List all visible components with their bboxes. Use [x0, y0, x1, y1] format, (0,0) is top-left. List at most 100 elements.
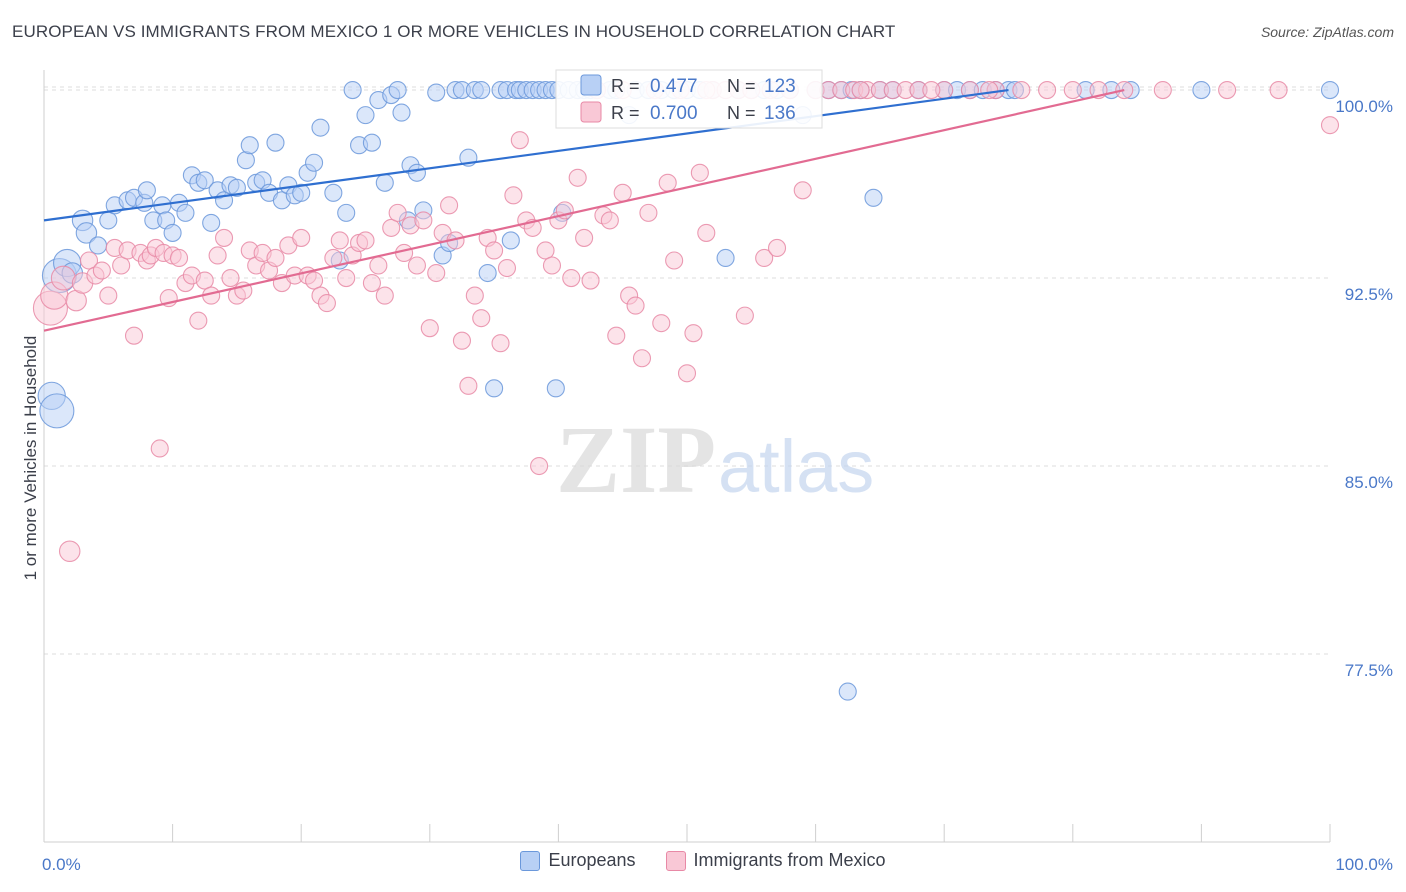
point-mexico — [510, 131, 529, 150]
stats-r-label: R = — [611, 76, 640, 96]
point-mexico — [922, 81, 941, 100]
point-mexico — [562, 268, 581, 288]
stats-n-label: N = — [727, 76, 756, 96]
point-europeans — [99, 211, 118, 230]
point-europeans — [716, 248, 735, 268]
stats-n-label: N = — [727, 103, 756, 123]
point-mexico — [427, 263, 446, 283]
y-tick-label: 100.0% — [1335, 97, 1393, 116]
point-mexico — [195, 271, 214, 290]
watermark-zip: ZIP — [556, 406, 716, 513]
point-mexico — [735, 306, 754, 325]
point-mexico — [382, 218, 401, 237]
point-mexico — [793, 181, 812, 200]
point-mexico — [1153, 81, 1172, 100]
point-mexico — [305, 271, 324, 290]
point-mexico — [684, 324, 703, 343]
x-tick-label-start: 0.0% — [42, 855, 81, 874]
point-mexico — [221, 268, 240, 288]
point-mexico — [50, 265, 76, 291]
point-europeans — [137, 181, 156, 200]
point-mexico — [266, 248, 285, 268]
legend-item-mexico[interactable]: Immigrants from Mexico — [665, 850, 886, 871]
watermark-atlas: atlas — [718, 425, 874, 508]
point-mexico — [491, 334, 510, 353]
point-mexico — [542, 256, 562, 275]
point-europeans — [838, 682, 857, 701]
point-mexico — [658, 173, 677, 192]
point-mexico — [292, 228, 311, 247]
point-europeans — [292, 183, 311, 202]
point-europeans — [240, 136, 259, 155]
point-mexico — [504, 186, 523, 205]
point-mexico — [755, 248, 774, 268]
point-mexico — [440, 196, 459, 215]
point-europeans — [39, 393, 75, 429]
legend-label-mexico: Immigrants from Mexico — [693, 850, 886, 870]
point-mexico — [92, 261, 111, 280]
point-mexico — [677, 364, 697, 383]
point-mexico — [150, 439, 169, 458]
point-europeans — [311, 118, 330, 137]
point-mexico — [690, 163, 709, 182]
point-mexico — [420, 319, 439, 338]
point-mexico — [330, 231, 349, 250]
point-mexico — [652, 314, 671, 333]
point-mexico — [1218, 81, 1237, 100]
legend-item-europeans[interactable]: Europeans — [520, 850, 636, 871]
point-europeans — [501, 231, 520, 250]
point-mexico — [317, 294, 336, 313]
point-mexico — [1269, 81, 1288, 100]
point-europeans — [392, 103, 411, 122]
point-mexico — [472, 309, 491, 328]
point-europeans — [202, 213, 221, 232]
point-mexico — [452, 331, 472, 350]
point-europeans — [343, 81, 362, 100]
stats-swatch-blue — [580, 74, 602, 96]
point-mexico — [530, 456, 549, 476]
point-mexico — [189, 311, 208, 330]
stats-r-value-blue: 0.477 — [650, 76, 698, 97]
point-mexico — [632, 349, 652, 368]
point-mexico — [1063, 81, 1082, 100]
point-europeans — [407, 163, 426, 182]
point-mexico — [613, 183, 632, 202]
point-mexico — [79, 251, 99, 270]
point-mexico — [169, 248, 189, 268]
point-europeans — [375, 173, 394, 192]
stats-r-label: R = — [611, 103, 640, 123]
x-tick-label-end: 100.0% — [1335, 855, 1393, 874]
point-europeans — [176, 203, 195, 222]
point-mexico — [414, 211, 433, 230]
point-mexico — [388, 203, 407, 222]
y-tick-label: 92.5% — [1345, 285, 1393, 304]
point-mexico — [568, 168, 587, 187]
point-mexico — [626, 296, 645, 315]
point-europeans — [864, 188, 883, 207]
point-mexico — [639, 203, 658, 222]
point-mexico — [362, 274, 381, 293]
point-mexico — [214, 228, 234, 247]
point-mexico — [536, 241, 555, 260]
bottom-legend: Europeans Immigrants from Mexico — [0, 850, 1406, 871]
point-europeans — [324, 183, 343, 202]
legend-swatch-blue — [520, 850, 541, 871]
stats-swatch-pink — [580, 101, 602, 123]
point-europeans — [236, 151, 255, 170]
point-mexico — [407, 256, 426, 275]
point-mexico — [497, 258, 517, 278]
point-europeans — [305, 153, 324, 172]
point-europeans — [472, 81, 491, 100]
point-mexico — [767, 238, 787, 258]
point-mexico — [980, 81, 999, 100]
stats-n-value-blue: 123 — [764, 76, 796, 97]
point-europeans — [478, 263, 497, 283]
chart-title: EUROPEAN VS IMMIGRANTS FROM MEXICO 1 OR … — [12, 22, 896, 41]
point-europeans — [356, 106, 375, 125]
y-tick-label: 85.0% — [1345, 473, 1393, 492]
trendline-mexico — [43, 88, 1125, 332]
point-europeans — [546, 379, 565, 398]
point-mexico — [465, 286, 484, 305]
point-europeans — [427, 83, 446, 102]
